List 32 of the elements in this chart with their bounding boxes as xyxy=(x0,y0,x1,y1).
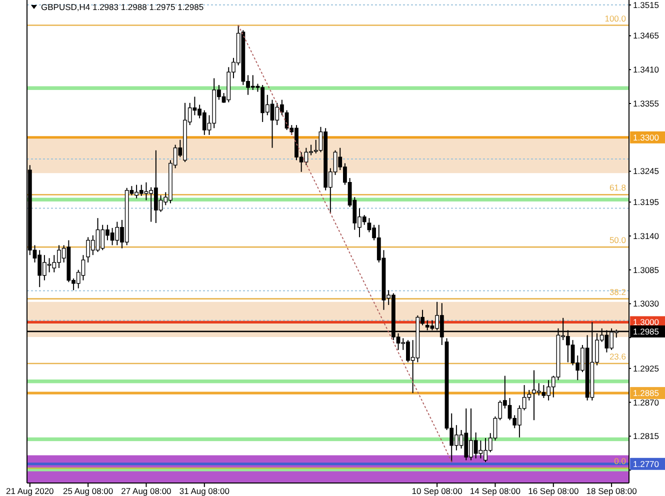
x-tick-label: 21 Aug 2020 xyxy=(6,486,54,496)
y-tick-label: 1.2815 xyxy=(633,431,660,442)
annotation: 61.8 xyxy=(609,182,626,193)
y-tick-label: 1.3355 xyxy=(633,98,660,108)
y-tick-label: 1.3465 xyxy=(633,30,660,41)
y-tick-label: 1.2925 xyxy=(633,363,660,374)
y-tick-label: 1.3140 xyxy=(633,230,660,241)
y-tick-label: 1.3245 xyxy=(633,166,660,176)
ref-line-label: 1.2885 xyxy=(633,388,660,398)
x-tick-label: 16 Sep 08:00 xyxy=(528,486,579,496)
x-tick-label: 25 Aug 08:00 xyxy=(63,486,114,496)
x-tick-label: 27 Aug 08:00 xyxy=(121,486,172,496)
x-tick-label: 10 Sep 08:00 xyxy=(412,486,463,496)
ref-line-label: 1.2770 xyxy=(633,458,660,469)
y-tick-label: 1.3410 xyxy=(633,64,660,75)
annotation: 50.0 xyxy=(609,235,626,246)
y-tick-label: 1.3515 xyxy=(633,0,660,10)
ref-line-label: 1.2985 xyxy=(633,326,660,336)
x-tick-label: 31 Aug 08:00 xyxy=(179,486,230,496)
annotation: 38.2 xyxy=(609,286,626,297)
chart-title: GBPUSD,H4 1.2983 1.2988 1.2975 1.2985 xyxy=(41,2,204,12)
annotation: 100.0 xyxy=(604,13,626,24)
y-tick-label: 1.2870 xyxy=(633,397,660,408)
ref-line-label: 1.3300 xyxy=(633,132,660,142)
x-tick-label: 14 Sep 08:00 xyxy=(470,486,521,496)
y-tick-label: 1.3030 xyxy=(633,298,660,309)
y-tick-label: 1.3195 xyxy=(633,197,660,208)
annotation: 23.6 xyxy=(609,351,626,362)
x-tick-label: 18 Sep 08:00 xyxy=(586,486,638,496)
y-tick-label: 1.3085 xyxy=(633,264,660,275)
ref-line-label: 1.3000 xyxy=(633,317,660,328)
line-series xyxy=(238,24,452,463)
